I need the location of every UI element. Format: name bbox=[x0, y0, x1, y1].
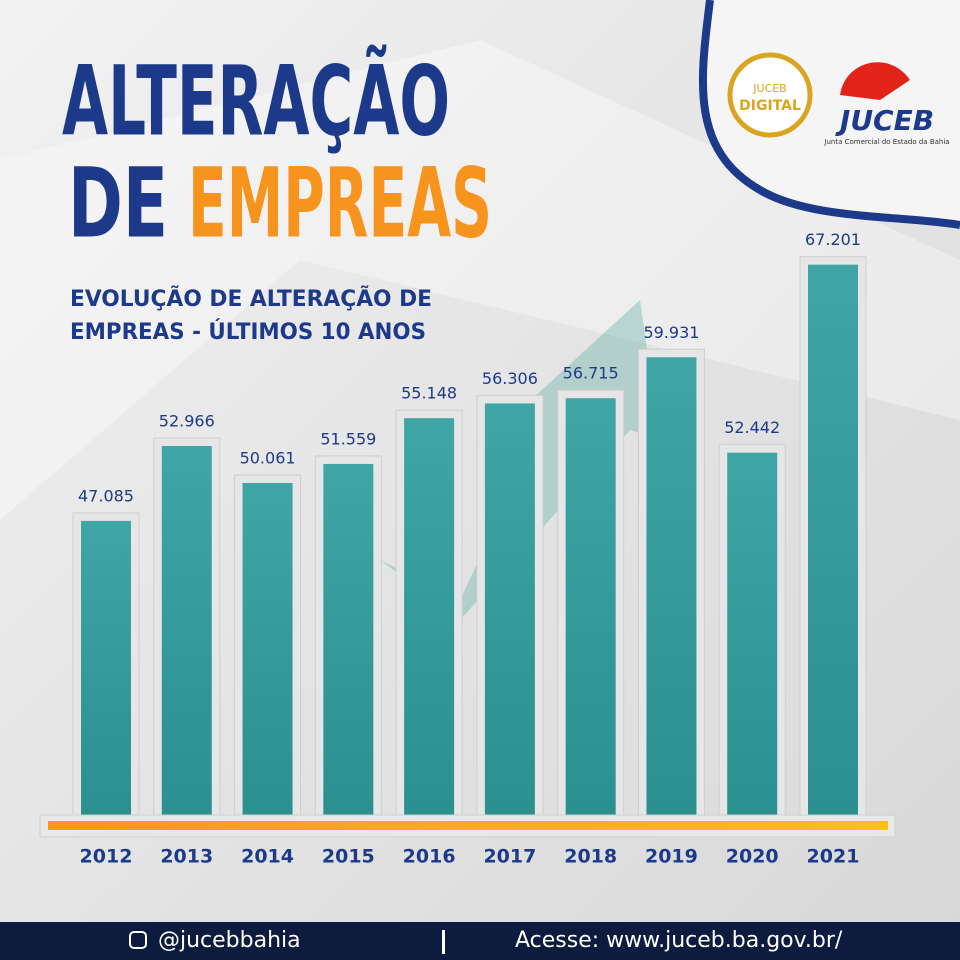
x-tick-label: 2018 bbox=[564, 846, 617, 868]
value-label: 47.085 bbox=[78, 486, 134, 505]
title-word-empreas: EMPREAS bbox=[188, 147, 492, 259]
instagram-icon bbox=[129, 931, 147, 949]
bar bbox=[727, 452, 778, 815]
bar bbox=[81, 520, 131, 815]
x-tick-label: 2019 bbox=[645, 846, 698, 868]
bar bbox=[484, 403, 535, 815]
subtitle-line-2: EMPREAS - ÚLTIMOS 10 ANOS bbox=[70, 319, 426, 345]
juceb-emblem bbox=[840, 62, 910, 100]
footer-bar bbox=[0, 922, 960, 960]
digital-logo-top: JUCEB bbox=[752, 82, 786, 95]
footer-site: Acesse: www.juceb.ba.gov.br/ bbox=[515, 928, 843, 953]
title-word-de: DE bbox=[68, 147, 168, 259]
bar bbox=[161, 445, 212, 815]
digital-logo-bottom: DIGITAL bbox=[739, 98, 801, 114]
x-tick-label: 2017 bbox=[483, 846, 536, 868]
footer-instagram: @jucebbahia bbox=[158, 928, 301, 953]
value-label: 56.306 bbox=[482, 369, 538, 388]
x-tick-label: 2016 bbox=[403, 846, 456, 868]
subtitle-line-1: EVOLUÇÃO DE ALTERAÇÃO DE bbox=[70, 286, 432, 312]
value-label: 67.201 bbox=[805, 230, 861, 249]
juceb-logo: JUCEB bbox=[835, 104, 934, 137]
value-label: 52.966 bbox=[159, 411, 215, 430]
value-label: 51.559 bbox=[320, 429, 376, 448]
x-tick-label: 2020 bbox=[726, 846, 779, 868]
x-tick-label: 2012 bbox=[80, 846, 133, 868]
title-line-1: ALTERAÇÃO bbox=[62, 44, 450, 157]
x-tick-label: 2021 bbox=[807, 846, 860, 868]
value-label: 55.148 bbox=[401, 384, 457, 403]
bar bbox=[242, 483, 293, 815]
bar bbox=[323, 463, 374, 815]
background-facet bbox=[0, 40, 960, 520]
value-label: 56.715 bbox=[563, 364, 619, 383]
panel-curve bbox=[698, 0, 960, 229]
plot: 47.085 2012 52.966 2013 50.061 2014 51.559 2015… bbox=[39, 230, 896, 868]
value-label: 50.061 bbox=[240, 449, 296, 468]
background-arrow bbox=[200, 300, 660, 720]
value-label: 59.931 bbox=[643, 323, 699, 342]
bar bbox=[404, 418, 455, 815]
value-label: 52.442 bbox=[724, 418, 780, 437]
x-tick-label: 2014 bbox=[241, 846, 294, 868]
footer-divider bbox=[442, 930, 445, 954]
bar bbox=[565, 398, 616, 815]
bar bbox=[808, 264, 858, 815]
bar bbox=[646, 357, 697, 815]
x-tick-label: 2013 bbox=[160, 846, 213, 868]
juceb-caption: Junta Comercial do Estado da Bahia bbox=[823, 138, 949, 146]
juceb-digital-ring bbox=[727, 52, 813, 138]
baseline bbox=[48, 821, 888, 830]
x-tick-label: 2015 bbox=[322, 846, 375, 868]
